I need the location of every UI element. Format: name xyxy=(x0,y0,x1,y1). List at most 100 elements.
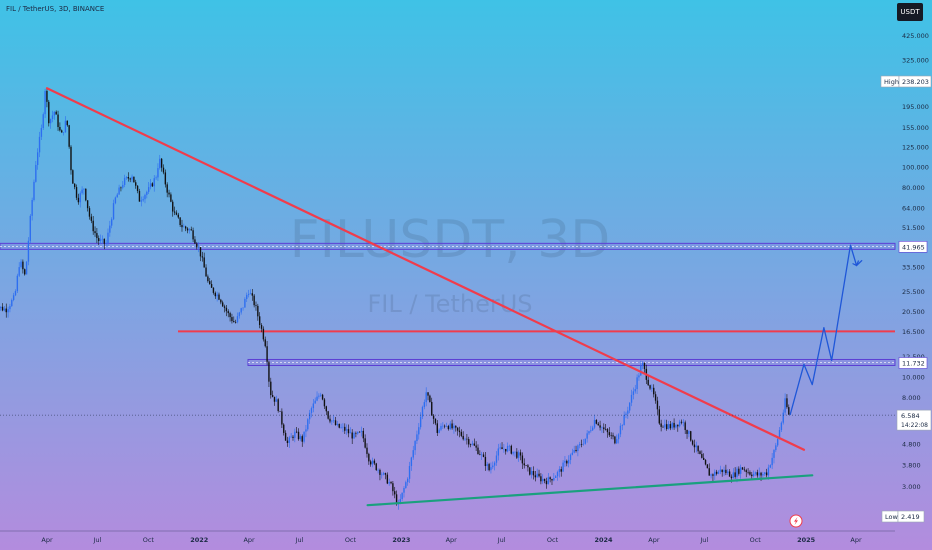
candle xyxy=(406,477,409,486)
candle xyxy=(225,305,228,317)
projection-path[interactable] xyxy=(789,244,863,416)
candle xyxy=(342,423,344,433)
candle xyxy=(279,410,281,412)
candle xyxy=(691,439,694,446)
candle xyxy=(294,428,296,443)
candle xyxy=(270,377,272,399)
candle xyxy=(405,480,407,489)
candle xyxy=(196,241,198,250)
projection-line[interactable] xyxy=(789,244,863,416)
zone-label-upper: 41.965 xyxy=(898,241,928,253)
candle xyxy=(514,451,516,457)
candle xyxy=(575,445,577,453)
svg-text:41.965: 41.965 xyxy=(902,243,925,251)
candle xyxy=(371,457,374,468)
candle xyxy=(434,418,437,426)
time-axis[interactable]: Apr Jul Oct 2022 Apr Jul Oct 2023 Apr Jul Oct 2024 A… xyxy=(41,536,862,544)
candle xyxy=(210,280,213,288)
svg-text:Low: Low xyxy=(885,513,898,521)
candle xyxy=(688,430,690,438)
candle xyxy=(586,430,588,443)
candle xyxy=(749,470,751,476)
candle xyxy=(357,431,359,435)
candle xyxy=(73,183,76,190)
price-axis[interactable]: 425.000325.000255.000195.000155.000125.0… xyxy=(902,32,929,491)
candle xyxy=(591,425,594,432)
candle xyxy=(651,384,653,393)
candle xyxy=(493,461,496,471)
candle xyxy=(83,188,85,195)
candle xyxy=(310,406,313,418)
horizontal-levels[interactable] xyxy=(0,242,896,366)
candle xyxy=(443,424,446,429)
candle xyxy=(368,452,370,465)
support-trendline[interactable] xyxy=(366,474,814,507)
price-markers: High 238.203 Low 2.419 41.965 11.732 6.584 14:2… xyxy=(880,75,932,523)
candle xyxy=(554,475,557,479)
candle xyxy=(114,196,117,205)
candle xyxy=(349,427,352,434)
candle xyxy=(85,188,87,202)
candle xyxy=(505,448,507,455)
candle xyxy=(612,432,614,440)
candle xyxy=(632,387,635,400)
candle xyxy=(7,306,9,318)
candle xyxy=(701,450,703,459)
candle xyxy=(151,182,154,187)
candle xyxy=(403,486,405,498)
candle xyxy=(556,470,559,481)
candle xyxy=(738,466,740,476)
candle xyxy=(532,466,535,480)
resistance-trendline[interactable] xyxy=(45,87,806,451)
candle xyxy=(702,453,705,461)
candle xyxy=(133,176,135,183)
candle xyxy=(431,397,433,416)
y-tick-label: 8.000 xyxy=(902,394,921,402)
trendlines[interactable] xyxy=(45,87,814,507)
candle xyxy=(192,227,194,242)
candle xyxy=(355,431,357,438)
candle xyxy=(11,298,13,308)
candle xyxy=(25,261,28,275)
candle xyxy=(617,433,620,444)
candle xyxy=(527,463,529,472)
candle xyxy=(203,252,205,268)
candle xyxy=(44,88,46,119)
candle xyxy=(673,418,675,430)
y-tick-label: 20.500 xyxy=(902,308,925,316)
candle xyxy=(375,462,377,472)
candle xyxy=(251,288,253,301)
candle xyxy=(149,179,152,190)
candle xyxy=(697,445,699,454)
candle xyxy=(101,235,104,244)
candle xyxy=(468,436,470,448)
candle xyxy=(249,289,252,295)
y-tick-label: 425.000 xyxy=(902,32,929,40)
candle xyxy=(630,389,633,407)
candle xyxy=(445,422,448,428)
candle xyxy=(756,469,759,478)
candle xyxy=(157,163,159,181)
candle xyxy=(207,274,209,283)
candle xyxy=(62,131,65,136)
candle xyxy=(471,440,474,446)
alert-icon[interactable] xyxy=(789,514,803,528)
level-zone-0[interactable] xyxy=(0,242,896,250)
candle xyxy=(42,112,44,130)
candle xyxy=(595,419,598,425)
candle xyxy=(547,473,549,485)
currency-button[interactable]: USDT xyxy=(897,3,923,21)
candle xyxy=(199,247,202,262)
candle xyxy=(12,292,15,302)
candle xyxy=(553,472,555,482)
candle xyxy=(220,298,222,305)
candle xyxy=(147,182,150,194)
x-tick-label: Jul xyxy=(92,536,101,544)
candle xyxy=(351,429,353,444)
candle xyxy=(77,193,80,205)
candle xyxy=(107,228,109,247)
candle xyxy=(782,409,784,425)
candle xyxy=(160,158,163,172)
candle xyxy=(292,434,294,441)
